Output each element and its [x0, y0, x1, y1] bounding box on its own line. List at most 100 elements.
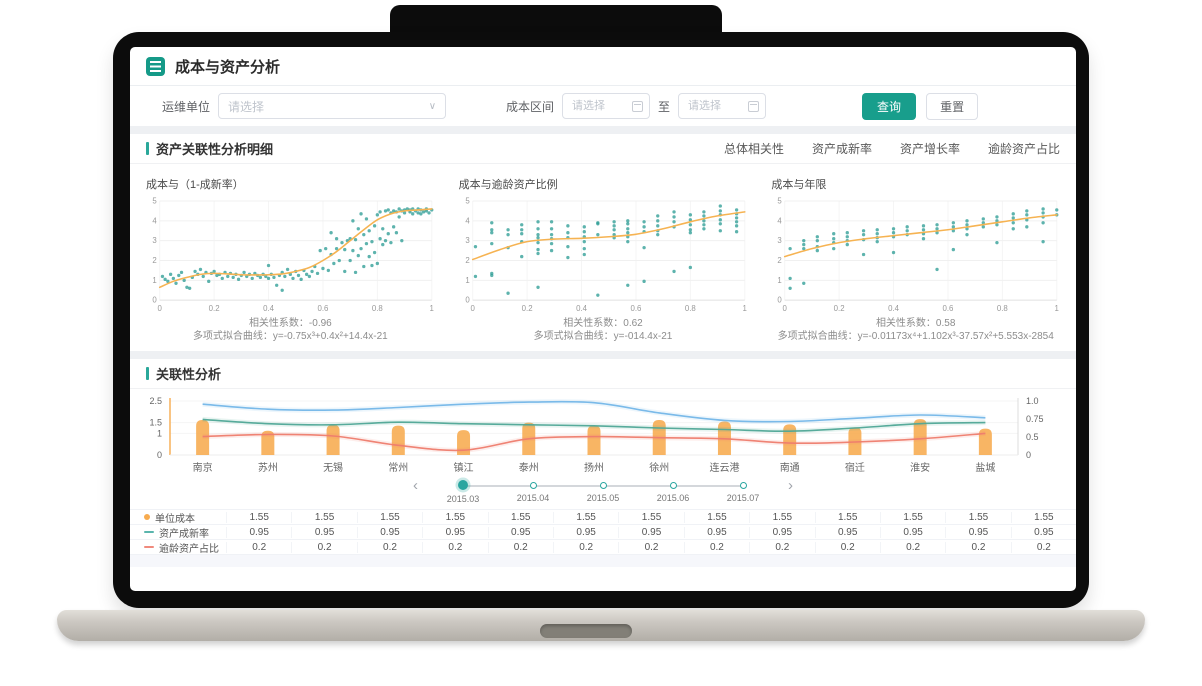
laptop-base-notch: [540, 624, 632, 638]
table-cell: 0.95: [1010, 526, 1076, 538]
svg-text:0.8: 0.8: [997, 304, 1009, 313]
svg-text:0.2: 0.2: [521, 304, 532, 313]
svg-text:1: 1: [157, 428, 162, 438]
svg-text:淮安: 淮安: [910, 461, 930, 474]
table-row: 单位成本 1.55 1.55 1.55 1.55 1.55 1.55 1.55 1.55 1.55…: [130, 509, 1076, 525]
timeline-next-arrow[interactable]: ›: [788, 477, 793, 494]
timeline-prev-arrow[interactable]: ‹: [413, 477, 418, 494]
fit-equation: 多项式拟合曲线：y=-014.4x-21: [533, 331, 673, 342]
section-title: 关联性分析: [156, 367, 222, 382]
cost-to-field[interactable]: [678, 93, 767, 119]
tab-2[interactable]: 资产成新率: [811, 142, 872, 156]
svg-text:0.4: 0.4: [263, 304, 275, 313]
svg-text:镇江: 镇江: [454, 461, 474, 474]
svg-text:4: 4: [465, 216, 470, 225]
chart-stats: 相关性系数：0.58 多项式拟合曲线：y=-0.01173x⁴+1.102x³-…: [769, 317, 1062, 343]
table-row-label: 逾龄资产占比: [130, 540, 226, 555]
table-cell: 1.55: [879, 511, 945, 523]
cost-from-input[interactable]: [570, 99, 633, 113]
table-row: 逾龄资产占比 0.2 0.2 0.2 0.2 0.2 0.2 0.2 0.2 0.2 0.2 0.2 0…: [130, 539, 1076, 555]
table-cell: 1.55: [226, 511, 291, 523]
tab-3[interactable]: 资产增长率: [899, 142, 960, 156]
table-cell: 0.2: [487, 541, 553, 553]
svg-text:0: 0: [783, 304, 788, 313]
series-label: 资产成新率: [159, 528, 209, 540]
timeline-track: 2015.03 2015.04 2015.05 2015.06 2015.07: [428, 480, 778, 504]
svg-text:2: 2: [152, 256, 156, 265]
filter-bar: 运维单位 请选择 ∨ 成本区间 至 查询 重置: [130, 86, 1076, 126]
series-label: 逾龄资产占比: [159, 543, 219, 555]
svg-text:0: 0: [152, 296, 157, 305]
timeline-item[interactable]: 2015.07: [708, 480, 778, 504]
svg-text:3: 3: [152, 236, 157, 245]
table-cell: 0.2: [879, 541, 945, 553]
cost-range-label: 成本区间: [506, 99, 555, 114]
legend-marker-icon: [144, 546, 154, 548]
scatter-chart-3: 0 0.2 0.4 0.6 0.8 1 0 1 2 3 4 5: [778, 196, 1060, 313]
timeline-item[interactable]: 2015.06: [638, 480, 708, 504]
timeline-date-label: 2015.03: [446, 494, 480, 504]
timeline-dot[interactable]: [458, 480, 468, 490]
chart-stats: 相关性系数：-0.96 多项式拟合曲线：y=-0.75x³+0.4x²+14.4…: [144, 317, 437, 343]
chart-block: 成本与逾龄资产比例 0 0.2 0.4 0.6 0.8 1 0 1 2 3 4 5 相关性系数：0.6…: [447, 170, 760, 349]
timeline-dot[interactable]: [599, 481, 607, 489]
scatter-chart-2: 0 0.2 0.4 0.6 0.8 1 0 1 2 3 4 5: [465, 196, 747, 313]
reset-button[interactable]: 重置: [926, 92, 979, 120]
table-cell: 0.95: [618, 526, 683, 538]
scatter-chart-1: 0 0.2 0.4 0.6 0.8 1 0 1 2 3 4 5: [152, 196, 434, 313]
table-cell: 1.55: [1010, 511, 1076, 523]
table-cell: 0.95: [291, 526, 356, 538]
app-screen: 成本与资产分析 运维单位 请选择 ∨ 成本区间 至 查询 重置: [130, 47, 1076, 591]
tab-1[interactable]: 总体相关性: [723, 142, 784, 156]
svg-text:2: 2: [778, 256, 782, 265]
table-cell: 0.95: [879, 526, 945, 538]
svg-text:0: 0: [470, 304, 475, 313]
timeline-item[interactable]: 2015.04: [498, 480, 568, 504]
svg-text:徐州: 徐州: [649, 461, 669, 474]
section-divider: [130, 351, 1076, 359]
correlation-analysis-card: 关联性分析 2.5 1.5 1 0 1.0 0.75 0.5 0 南京 苏州 无锡 常州 镇江 泰州 扬州 徐…: [130, 359, 1076, 567]
correlation-coefficient: 相关性系数：-0.96: [248, 318, 332, 329]
legend-marker-icon: [144, 514, 150, 520]
data-table: 单位成本 1.55 1.55 1.55 1.55 1.55 1.55 1.55 1.55 1.55…: [130, 509, 1076, 555]
svg-text:1.5: 1.5: [149, 418, 162, 428]
combo-chart-wrap: 2.5 1.5 1 0 1.0 0.75 0.5 0 南京 苏州 无锡 常州 镇江 泰州 扬州 徐州 连云港 南通…: [130, 389, 1076, 475]
svg-text:0.4: 0.4: [888, 304, 900, 313]
tab-group: 总体相关性 资产成新率 资产增长率 逾龄资产占比: [724, 140, 1060, 157]
table-cell: 0.95: [226, 526, 291, 538]
timeline-dot[interactable]: [739, 481, 747, 489]
timeline-item[interactable]: 2015.05: [568, 480, 638, 504]
calendar-icon: [748, 100, 760, 112]
correlation-detail-card: 资产关联性分析明细 总体相关性 资产成新率 资产增长率 逾龄资产占比 成本与（1-成新…: [130, 134, 1076, 351]
scatter-charts-row: 成本与（1-成新率） 0 0.2 0.4 0.6 0.8 1 0 1 2 3 4 5 相关性系数：-0…: [130, 164, 1076, 351]
table-cell: 0.2: [618, 541, 683, 553]
cost-from-field[interactable]: [562, 93, 651, 119]
svg-text:0.8: 0.8: [685, 304, 697, 313]
table-cell: 0.2: [291, 541, 356, 553]
timeline-dot[interactable]: [669, 481, 677, 489]
table-cell: 1.55: [618, 511, 683, 523]
table-cell: 0.2: [356, 541, 422, 553]
cost-to-input[interactable]: [686, 99, 749, 113]
series-label: 单位成本: [155, 513, 195, 525]
search-button[interactable]: 查询: [862, 92, 917, 120]
table-cell: 1.55: [291, 511, 356, 523]
table-cell: 1.55: [552, 511, 618, 523]
tab-4[interactable]: 逾龄资产占比: [987, 142, 1060, 156]
timeline-dot[interactable]: [529, 481, 537, 489]
table-footer: [130, 555, 1076, 567]
calendar-icon: [632, 100, 644, 112]
table-cell: 0.95: [945, 526, 1010, 538]
table-cell: 0.2: [1010, 541, 1076, 553]
unit-select[interactable]: 请选择 ∨: [218, 93, 447, 119]
svg-text:宿迁: 宿迁: [845, 461, 865, 474]
chart-title: 成本与逾龄资产比例: [458, 179, 558, 191]
accent-bar: [146, 367, 149, 380]
chart-title: 成本与年限: [771, 179, 827, 191]
svg-text:1: 1: [742, 304, 746, 313]
svg-text:1: 1: [1055, 304, 1059, 313]
timeline-item[interactable]: 2015.03: [428, 480, 498, 504]
table-cell: 0.2: [814, 541, 880, 553]
svg-text:无锡: 无锡: [323, 461, 343, 474]
